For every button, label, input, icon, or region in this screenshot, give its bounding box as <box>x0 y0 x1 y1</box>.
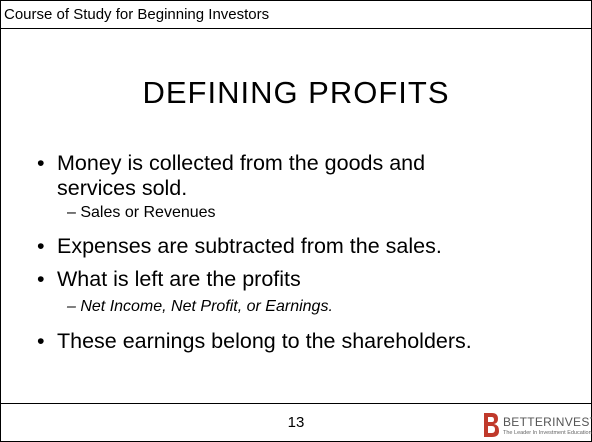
header-bar: Course of Study for Beginning Investors <box>1 1 591 29</box>
logo-name: BETTERINVESTING <box>503 415 592 429</box>
sub-bullet: – Sales or Revenues <box>67 204 216 221</box>
bullet: What is left are the profits <box>37 267 577 292</box>
logo: BETTERINVESTING The Leader In Investment… <box>481 409 592 439</box>
sub-bullet: – Net Income, Net Profit, or Earnings. <box>67 298 333 315</box>
bullet: Expenses are subtracted from the sales. <box>37 234 577 259</box>
bullet: These earnings belong to the shareholder… <box>37 329 577 354</box>
header-title: Course of Study for Beginning Investors <box>4 6 270 23</box>
bullet: Money is collected from the goods and se… <box>37 151 457 201</box>
slide-title: DEFINING PROFITS <box>142 75 450 110</box>
logo-icon <box>484 413 499 437</box>
logo-tagline: The Leader In Investment Education <box>503 430 592 436</box>
page-number: 13 <box>287 414 305 431</box>
footer: 13 BETTERINVESTING The Leader In Investm… <box>1 403 592 442</box>
